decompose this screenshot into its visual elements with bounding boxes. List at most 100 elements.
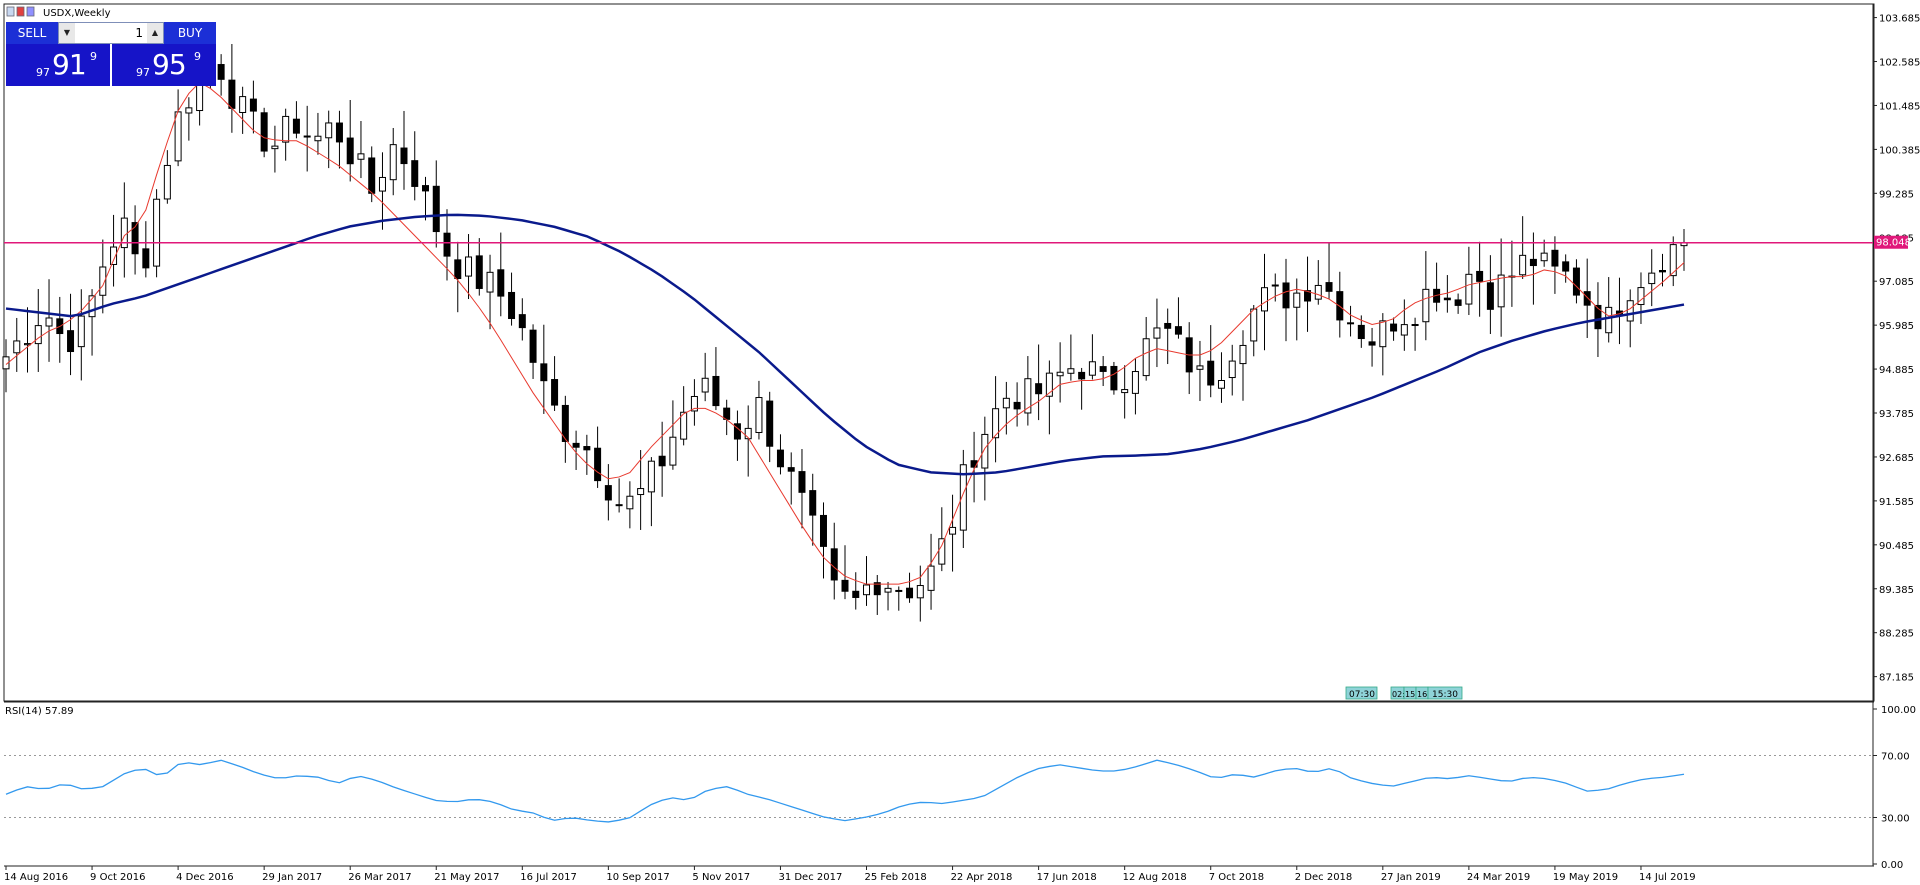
candle-bear[interactable] (1486, 282, 1494, 310)
candle-bull[interactable] (174, 111, 182, 162)
candle-bull[interactable] (153, 198, 161, 267)
candle-bull[interactable] (34, 325, 42, 345)
candle-bear[interactable] (411, 160, 419, 187)
candle-bear[interactable] (1013, 401, 1021, 410)
candle-bear[interactable] (1562, 261, 1570, 272)
candle-bull[interactable] (389, 144, 397, 181)
candle-bull[interactable] (959, 464, 967, 531)
buy-button[interactable]: BUY (164, 22, 216, 44)
candle-bull[interactable] (1261, 287, 1268, 312)
candle-bear[interactable] (260, 112, 268, 152)
candle-bear[interactable] (1357, 324, 1365, 340)
candle-bear[interactable] (873, 582, 881, 596)
candle-bull[interactable] (949, 526, 957, 535)
candle-bear[interactable] (1110, 365, 1118, 391)
candle-bull[interactable] (755, 397, 763, 434)
sell-price-box[interactable]: 97 91 9 (6, 44, 110, 86)
candle-bear[interactable] (1078, 371, 1086, 380)
candle-bear[interactable] (443, 232, 451, 257)
candle-bear[interactable] (217, 64, 225, 80)
candle-bull[interactable] (163, 164, 171, 200)
candle-bear[interactable] (131, 222, 139, 255)
candle-bull[interactable] (863, 584, 871, 596)
candle-bear[interactable] (572, 442, 580, 448)
candle-bull[interactable] (314, 135, 322, 142)
lot-dropdown-arrow-icon[interactable]: ▼ (59, 23, 75, 43)
candle-bull[interactable] (1293, 292, 1301, 308)
candle-bull[interactable] (185, 107, 193, 114)
candle-bull[interactable] (1131, 371, 1139, 394)
candle-bear[interactable] (346, 137, 354, 165)
candle-bear[interactable] (1304, 290, 1312, 302)
candle-bull[interactable] (1422, 288, 1430, 323)
candle-bear[interactable] (1035, 383, 1043, 395)
candle-bear[interactable] (518, 314, 526, 329)
candle-bull[interactable] (1045, 372, 1053, 397)
candle-bull[interactable] (916, 585, 924, 599)
candle-bear[interactable] (1390, 323, 1398, 332)
candle-bull[interactable] (927, 565, 935, 591)
candle-bear[interactable] (1583, 291, 1591, 306)
candle-bull[interactable] (1379, 320, 1387, 348)
candle-bull[interactable] (239, 96, 247, 114)
candle-bear[interactable] (1529, 258, 1537, 267)
candle-bear[interactable] (1476, 270, 1484, 282)
candle-bear[interactable] (787, 467, 795, 472)
candle-bear[interactable] (583, 446, 591, 451)
candle-bear[interactable] (368, 157, 376, 194)
candle-bull[interactable] (895, 589, 903, 592)
candle-bull[interactable] (680, 411, 688, 440)
candle-bull[interactable] (1088, 361, 1096, 376)
candle-bull[interactable] (1465, 273, 1473, 305)
candle-bull[interactable] (1605, 306, 1613, 334)
candle-bear[interactable] (1368, 341, 1376, 346)
candle-bull[interactable] (110, 246, 118, 265)
candle-bear[interactable] (529, 329, 537, 363)
candle-bull[interactable] (647, 460, 655, 493)
candle-bear[interactable] (432, 185, 440, 233)
candle-bull[interactable] (1142, 338, 1150, 377)
candle-bull[interactable] (1497, 274, 1505, 308)
candle-bear[interactable] (228, 79, 236, 109)
candle-bear[interactable] (1658, 269, 1666, 273)
candle-bear[interactable] (67, 330, 75, 353)
candle-bull[interactable] (1519, 254, 1527, 276)
candle-bear[interactable] (766, 400, 774, 447)
candle-bear[interactable] (292, 118, 300, 134)
candle-bull[interactable] (1067, 368, 1075, 374)
candle-bull[interactable] (1669, 244, 1677, 277)
candle-bull[interactable] (325, 122, 333, 139)
candle-bull[interactable] (1626, 300, 1634, 322)
candle-bear[interactable] (540, 363, 548, 382)
candle-bull[interactable] (690, 395, 698, 412)
rsi-plot[interactable] (4, 755, 1873, 823)
candle-bull[interactable] (615, 504, 623, 507)
candle-bull[interactable] (744, 427, 752, 440)
candle-bear[interactable] (852, 590, 860, 598)
candle-bull[interactable] (1637, 287, 1645, 306)
candle-bear[interactable] (594, 447, 602, 482)
candle-bear[interactable] (508, 291, 516, 320)
candle-bull[interactable] (465, 256, 473, 277)
candle-bear[interactable] (1443, 297, 1451, 301)
candle-bear[interactable] (776, 449, 784, 468)
candle-bear[interactable] (723, 407, 731, 420)
candle-bull[interactable] (1024, 378, 1032, 414)
candle-bear[interactable] (422, 185, 429, 192)
candle-bear[interactable] (809, 490, 817, 516)
candle-bear[interactable] (841, 579, 849, 592)
candle-bull[interactable] (637, 488, 645, 496)
candle-bull[interactable] (1314, 284, 1322, 300)
candle-bear[interactable] (551, 379, 559, 406)
candle-bull[interactable] (701, 377, 709, 393)
candle-bull[interactable] (1196, 365, 1204, 370)
candle-bull[interactable] (1153, 327, 1161, 339)
candle-bear[interactable] (798, 471, 806, 493)
candle-bull[interactable] (77, 315, 85, 348)
buy-price-box[interactable]: 97 95 9 (112, 44, 216, 86)
candle-bear[interactable] (658, 455, 666, 467)
candle-bull[interactable] (486, 271, 494, 293)
candle-bull[interactable] (1400, 324, 1408, 336)
lot-increase-arrow-icon[interactable]: ▲ (147, 23, 163, 43)
